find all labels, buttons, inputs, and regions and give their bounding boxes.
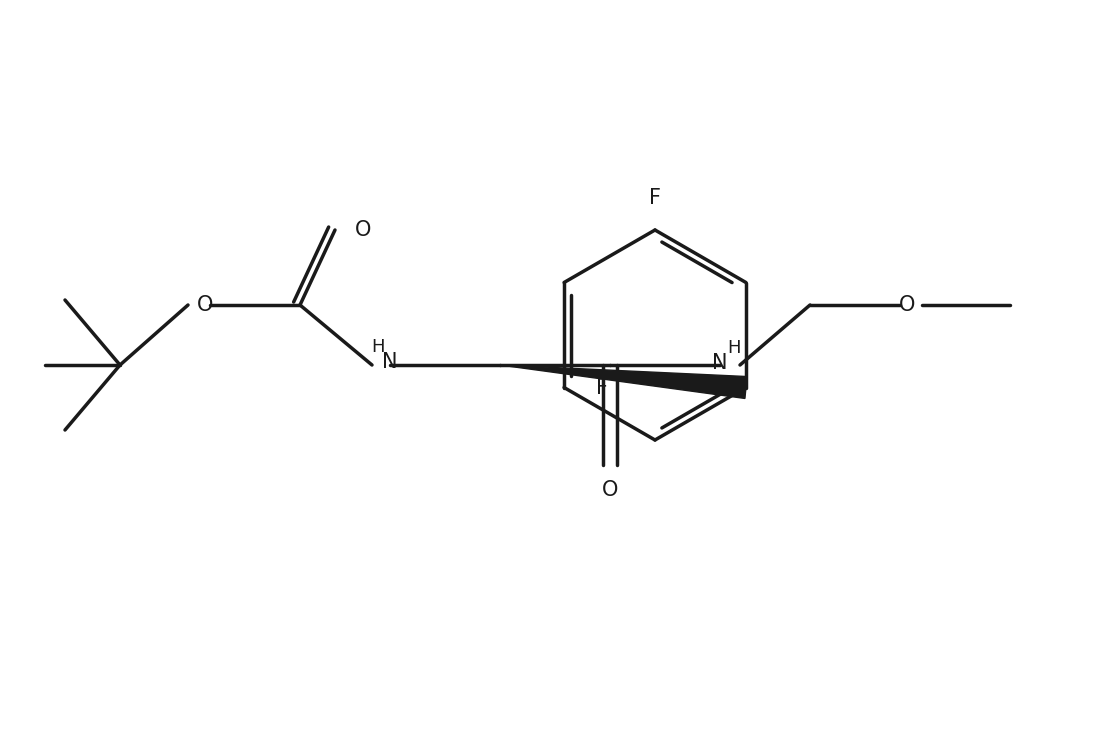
- Text: H: H: [727, 339, 741, 357]
- Text: O: O: [355, 220, 371, 240]
- Text: O: O: [602, 480, 618, 500]
- Text: H: H: [371, 338, 385, 356]
- Text: N: N: [382, 352, 398, 372]
- Text: O: O: [197, 295, 213, 315]
- Text: F: F: [649, 188, 661, 208]
- Polygon shape: [500, 365, 747, 398]
- Text: N: N: [712, 353, 727, 373]
- Text: F: F: [596, 377, 608, 397]
- Text: O: O: [899, 295, 915, 315]
